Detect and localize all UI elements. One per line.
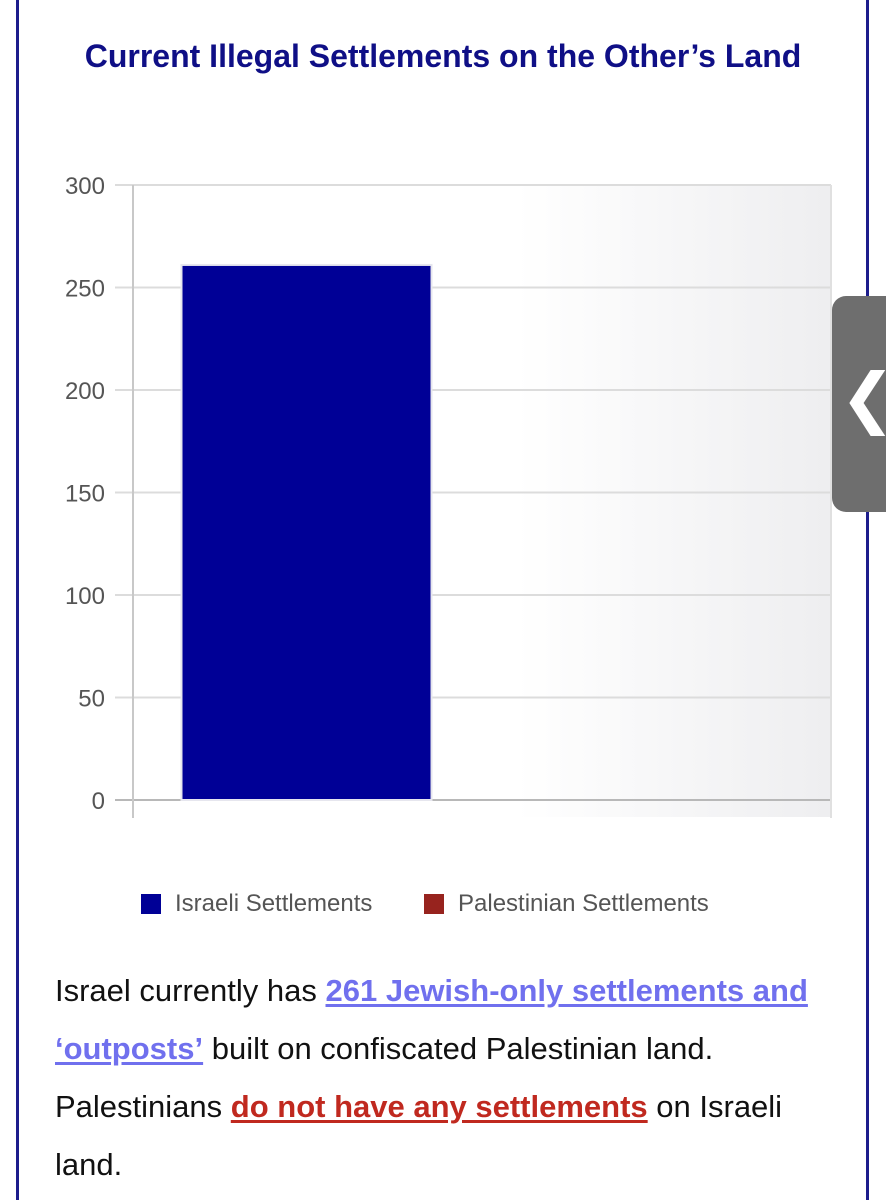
legend-item-palestinian[interactable]: Palestinian Settlements <box>424 884 709 924</box>
chart-plot: 0 50 100 150 200 250 300 <box>65 173 832 818</box>
settlements-link[interactable]: 261 Jewish-only settlements and ‘outpost… <box>55 973 808 1066</box>
description-text-3: on Israeli land. <box>55 1089 783 1182</box>
description-text-2: built on confiscated Palestinian land. P… <box>55 1031 714 1124</box>
chevron-left-icon: ❮ <box>840 358 886 438</box>
legend-item-israeli[interactable]: Israeli Settlements <box>141 884 372 924</box>
y-tick-label: 200 <box>65 378 105 405</box>
description-paragraph: Israel currently has 261 Jewish-only set… <box>55 962 845 1194</box>
legend-swatch-israeli <box>141 894 161 914</box>
chart-title: Current Illegal Settlements on the Other… <box>84 38 802 74</box>
y-tick-label: 300 <box>65 173 105 200</box>
side-panel-toggle-button[interactable]: ❮ <box>832 296 886 512</box>
chart-legend: Israeli Settlements Palestinian Settleme… <box>0 884 886 924</box>
legend-swatch-palestinian <box>424 894 444 914</box>
bar-israeli-settlements[interactable] <box>180 263 433 801</box>
page-border-right <box>866 0 869 1200</box>
no-settlements-link[interactable]: do not have any settlements <box>230 1089 648 1124</box>
y-tick-label: 150 <box>65 481 105 508</box>
description-text-1: Israel currently has <box>55 973 326 1008</box>
y-tick-label: 50 <box>78 686 105 713</box>
y-tick-label: 0 <box>92 788 105 815</box>
legend-label-palestinian: Palestinian Settlements <box>458 890 709 917</box>
page-border-left <box>16 0 19 1200</box>
y-tick-label: 100 <box>65 583 105 610</box>
legend-label-israeli: Israeli Settlements <box>175 890 373 917</box>
y-tick-label: 250 <box>65 276 105 303</box>
